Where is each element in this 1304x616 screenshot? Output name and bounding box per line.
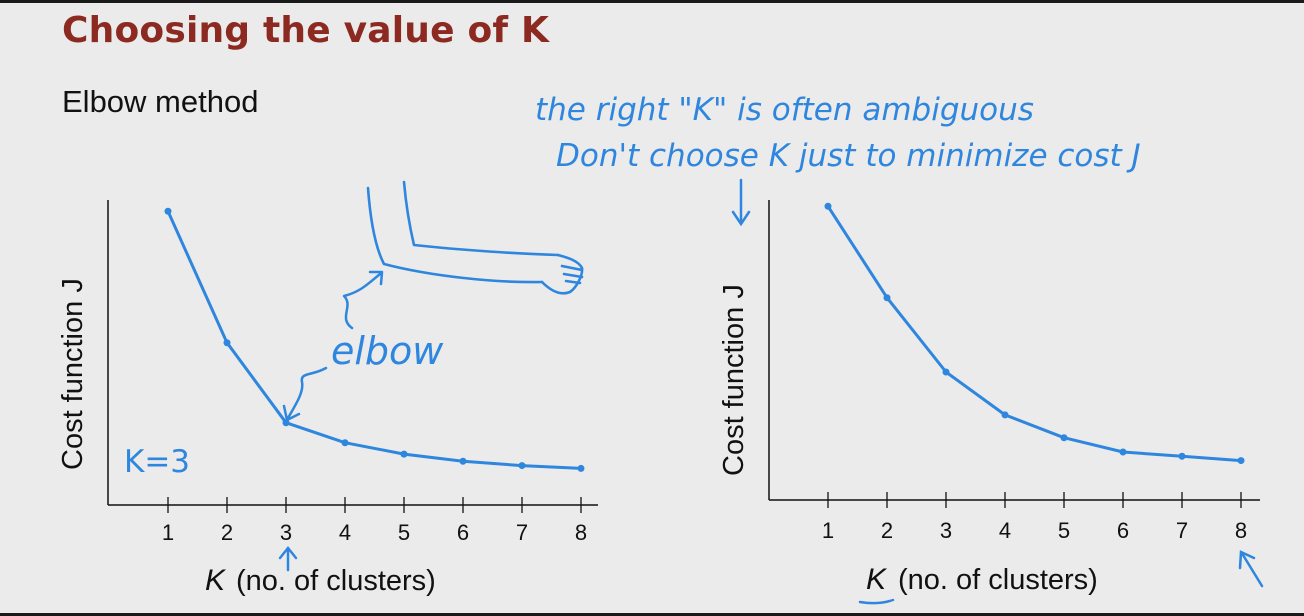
data-point-k6: [1119, 448, 1127, 456]
left-x-axis-var: K: [205, 564, 227, 597]
data-point-k1: [824, 202, 832, 210]
data-point-k4: [341, 439, 349, 447]
right-cost-curve: [826, 204, 1243, 463]
x-tick-label-5: 5: [398, 520, 410, 545]
left-x-axis-label: (no. of clusters): [236, 565, 436, 597]
right-k8-arrow: [1238, 550, 1264, 588]
data-point-k6: [459, 457, 467, 465]
right-k-underline: [858, 598, 895, 605]
bottom-bar: [0, 613, 1304, 616]
data-point-k3: [282, 419, 290, 427]
data-point-k1: [164, 207, 172, 215]
right-y-axis-label: Cost function J: [718, 284, 750, 476]
x-tick-label-3: 3: [940, 518, 952, 543]
x-tick-label-8: 8: [1235, 518, 1247, 543]
x-tick-label-1: 1: [822, 518, 834, 543]
annotation-dont-minimize: Don't choose K just to minimize cost J: [556, 138, 1141, 174]
left-y-axis-label: Cost function J: [57, 278, 89, 470]
right-x-axis-var: K: [866, 563, 888, 596]
x-tick-label-3: 3: [280, 520, 292, 545]
x-tick-label-6: 6: [457, 520, 469, 545]
arm-sketch: [366, 180, 584, 295]
x-tick-label-7: 7: [1176, 518, 1188, 543]
x-tick-label-6: 6: [1117, 518, 1129, 543]
right-chart: 1 2 3 4 5 6 7 8 Cost function J K (no. of clust…: [718, 200, 1264, 605]
left-cost-curve: [166, 209, 583, 470]
x-tick-label-5: 5: [1058, 518, 1070, 543]
k-equals-3-label: K=3: [124, 444, 190, 480]
data-point-k8: [1237, 457, 1245, 465]
left-chart: 1 2 3 4 5 6 7 8 Cost function J K (no. of clust…: [57, 200, 598, 597]
x-tick-label-2: 2: [881, 518, 893, 543]
x-tick-label-8: 8: [575, 520, 587, 545]
right-x-axis-label: (no. of clusters): [898, 564, 1098, 596]
data-point-k5: [1060, 434, 1068, 442]
data-point-k7: [1178, 452, 1186, 460]
x-tick-label-7: 7: [516, 520, 528, 545]
data-point-k7: [518, 462, 526, 470]
top-bar: [0, 0, 1304, 3]
annotation-down-arrow: [731, 178, 751, 227]
x-tick-label-1: 1: [162, 520, 174, 545]
data-point-k2: [883, 294, 891, 302]
x-tick-label-4: 4: [339, 520, 351, 545]
slide-subtitle: Elbow method: [62, 84, 259, 119]
elbow-label: elbow: [331, 329, 444, 373]
data-point-k3: [942, 368, 950, 376]
data-point-k5: [400, 450, 408, 458]
slide-title: Choosing the value of K: [62, 10, 550, 51]
data-point-k8: [577, 464, 585, 472]
x-tick-label-2: 2: [221, 520, 233, 545]
x-tick-label-4: 4: [999, 518, 1011, 543]
data-point-k4: [1001, 411, 1009, 419]
left-k3-arrow: [278, 545, 298, 572]
data-point-k2: [223, 339, 231, 347]
annotation-ambiguous: the right "K" is often ambiguous: [535, 92, 1034, 128]
